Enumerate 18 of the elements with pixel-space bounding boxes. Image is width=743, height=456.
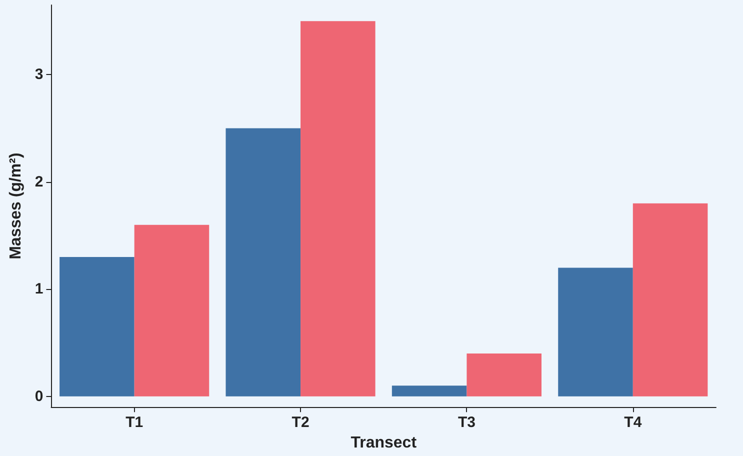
bar xyxy=(226,128,301,396)
y-axis-title: Masses (g/m²) xyxy=(8,152,24,260)
x-axis-title: Transect xyxy=(350,434,418,452)
bar xyxy=(60,256,134,396)
bar xyxy=(632,203,708,396)
bar xyxy=(300,21,376,396)
bar xyxy=(466,353,542,396)
x-tick-label: T3 xyxy=(458,414,476,432)
y-tick-label: 1 xyxy=(34,280,44,298)
bar xyxy=(558,268,633,396)
x-tick-label: T4 xyxy=(624,414,642,432)
x-tick-label: T2 xyxy=(292,414,310,432)
y-tick-label: 2 xyxy=(34,173,44,190)
y-tick-label: 3 xyxy=(34,66,44,84)
bar xyxy=(134,224,210,396)
bar xyxy=(392,386,467,396)
y-tick-label: 0 xyxy=(34,388,44,405)
x-tick-label: T1 xyxy=(126,414,144,432)
